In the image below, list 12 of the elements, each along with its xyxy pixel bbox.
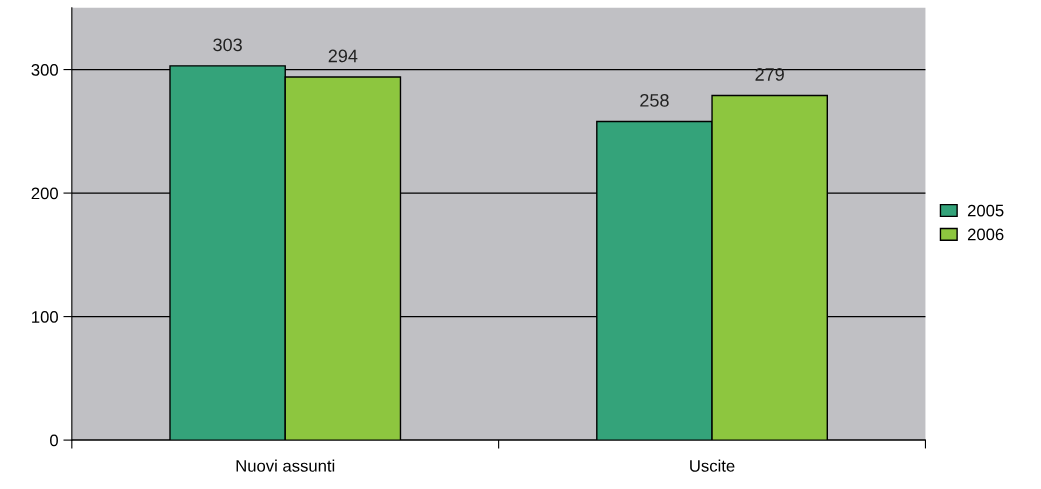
y-tick-label: 100	[32, 310, 58, 323]
x-tick-label: Uscite	[690, 459, 735, 472]
y-tick-label: 200	[31, 187, 58, 200]
data-label: 294	[328, 49, 358, 63]
data-label: 258	[640, 93, 669, 107]
data-label: 303	[213, 38, 242, 52]
data-label: 279	[755, 68, 784, 81]
y-tick-label: 0	[50, 434, 58, 447]
legend-label: 2006	[967, 228, 1004, 241]
y-tick-label: 300	[31, 63, 58, 76]
legend-label: 2005	[967, 204, 1004, 217]
x-tick-label: Nuovi assunti	[236, 459, 335, 472]
